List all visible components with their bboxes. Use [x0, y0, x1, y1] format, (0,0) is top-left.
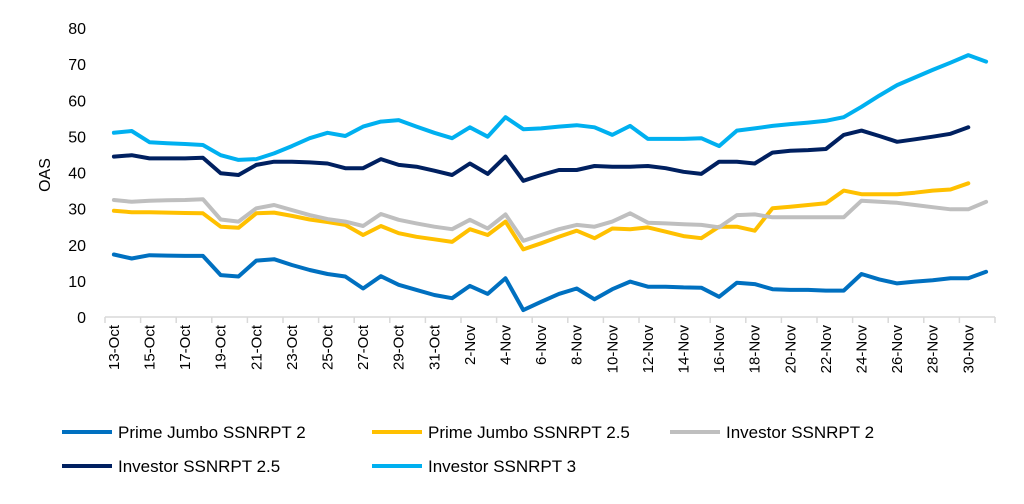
x-tick-label: 12-Nov	[640, 325, 657, 374]
x-tick-label: 25-Oct	[320, 324, 337, 370]
legend: Prime Jumbo SSNRPT 2 Prime Jumbo SSNRPT 2…	[62, 423, 874, 476]
y-tick-label: 70	[68, 57, 86, 74]
legend-item: Investor SSNRPT 3	[372, 457, 576, 476]
legend-item: Prime Jumbo SSNRPT 2.5	[372, 423, 630, 442]
y-tick-label: 50	[68, 129, 86, 146]
series-lines	[111, 53, 989, 313]
y-tick-label: 10	[68, 274, 86, 291]
x-tick-label: 20-Nov	[782, 325, 799, 374]
y-tick-label: 0	[77, 310, 86, 327]
x-tick-label: 10-Nov	[604, 325, 621, 374]
y-tick-label: 30	[68, 202, 86, 219]
x-tick-label: 21-Oct	[248, 324, 265, 370]
y-tick-label: 60	[68, 93, 86, 110]
series-line-3	[111, 125, 971, 183]
x-tick-label: 29-Oct	[391, 324, 408, 370]
x-tick-label: 19-Oct	[213, 324, 230, 370]
x-tick-label: 27-Oct	[355, 324, 372, 370]
y-axis-title: OAS	[37, 158, 54, 192]
legend-item: Investor SSNRPT 2.5	[62, 457, 280, 476]
x-tick-label: 8-Nov	[569, 325, 586, 366]
x-tick-label: 16-Nov	[711, 325, 728, 374]
x-tick-label: 26-Nov	[889, 325, 906, 374]
x-axis: 13-Oct 15-Oct 17-Oct 19-Oct 21-Oct 23-Oct 25-O…	[104, 316, 996, 374]
x-tick-label: 13-Oct	[106, 324, 123, 370]
x-tick-label: 22-Nov	[818, 325, 835, 374]
x-tick-label: 31-Oct	[426, 324, 443, 370]
series-line-0	[111, 252, 989, 313]
x-tick-label: 2-Nov	[462, 325, 479, 366]
legend-label: Prime Jumbo SSNRPT 2.5	[428, 423, 630, 442]
x-tick-label: 15-Oct	[142, 324, 159, 370]
legend-label: Prime Jumbo SSNRPT 2	[118, 423, 306, 442]
x-tick-label: 14-Nov	[676, 325, 693, 374]
series-line-4	[111, 53, 989, 162]
x-tick-label: 30-Nov	[960, 325, 977, 374]
y-tick-label: 40	[68, 166, 86, 183]
legend-item: Investor SSNRPT 2	[670, 423, 874, 442]
legend-label: Investor SSNRPT 2.5	[118, 457, 280, 476]
series-line-1	[111, 181, 971, 252]
y-axis: 0 10 20 30 40 50 60 70 80	[68, 21, 86, 327]
legend-label: Investor SSNRPT 3	[428, 457, 576, 476]
x-tick-label: 23-Oct	[284, 324, 301, 370]
legend-item: Prime Jumbo SSNRPT 2	[62, 423, 306, 442]
x-tick-label: 6-Nov	[533, 325, 550, 366]
series-line-2	[111, 197, 989, 243]
x-tick-label: 4-Nov	[498, 325, 515, 366]
x-tick-label: 17-Oct	[177, 324, 194, 370]
x-tick-label: 28-Nov	[925, 325, 942, 374]
y-tick-label: 80	[68, 21, 86, 38]
x-tick-label: 24-Nov	[854, 325, 871, 374]
y-tick-label: 20	[68, 238, 86, 255]
legend-label: Investor SSNRPT 2	[726, 423, 874, 442]
x-tick-label: 18-Nov	[747, 325, 764, 374]
